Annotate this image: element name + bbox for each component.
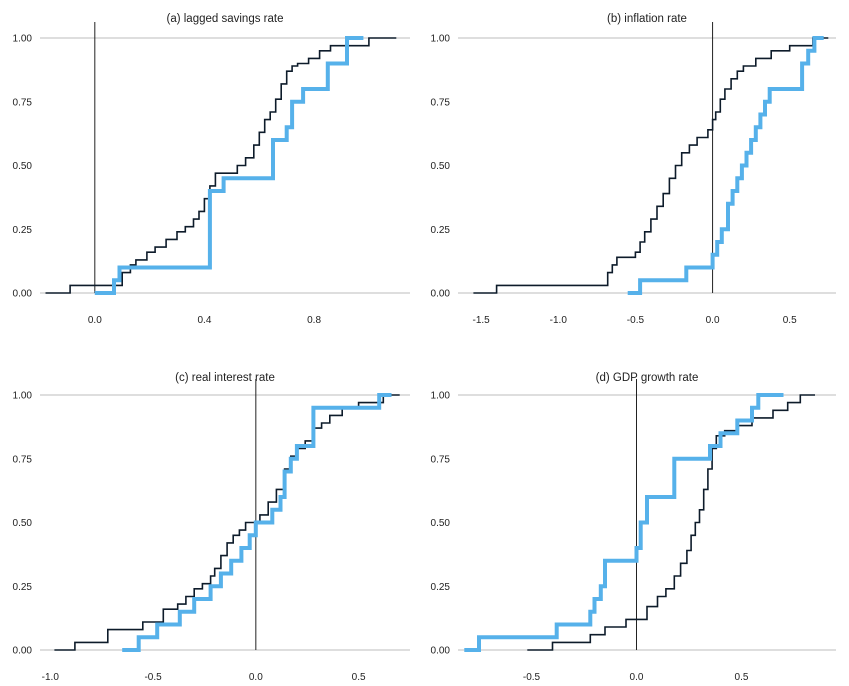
x-tick-label: 0.0 (249, 672, 263, 683)
y-tick-label: 1.00 (431, 34, 451, 45)
x-tick-label: 0.0 (706, 315, 720, 326)
y-tick-label: 0.75 (431, 97, 451, 108)
chart-panel-2: (b) inflation rate 0.00 0.25 0.50 0.75 1.00 -1… (431, 13, 836, 326)
y-tick-label: 0.50 (13, 161, 33, 172)
x-tick-label: -1.0 (42, 672, 60, 683)
y-tick-label: 0.25 (13, 225, 33, 236)
dark-step-line (45, 37, 397, 294)
y-tick-label: 1.00 (13, 391, 33, 402)
y-tick-label: 0.75 (431, 454, 451, 465)
y-tick-label: 0.00 (13, 289, 33, 300)
x-tick-label: -1.0 (550, 315, 568, 326)
y-tick-label: 0.00 (13, 646, 33, 657)
dark-step-line (473, 37, 829, 294)
x-tick-label: -0.5 (523, 672, 541, 683)
y-tick-label: 0.50 (13, 518, 33, 529)
y-tick-label: 0.25 (431, 582, 451, 593)
x-tick-label: 0.0 (88, 315, 102, 326)
dark-step-line (54, 394, 400, 651)
y-tick-label: 0.75 (13, 454, 33, 465)
y-tick-label: 0.50 (431, 161, 451, 172)
x-tick-label: 0.0 (630, 672, 644, 683)
chart-panel-3: (c) real interest rate 0.00 0.25 0.50 0.75 1.… (13, 372, 410, 683)
light-blue-step-line (627, 36, 824, 295)
y-tick-label: 1.00 (431, 391, 451, 402)
light-blue-step-line (94, 36, 364, 295)
y-tick-label: 0.00 (431, 289, 451, 300)
chart-title: (a) lagged savings rate (167, 13, 284, 25)
x-tick-label: 0.5 (783, 315, 797, 326)
chart-panel-1: (a) lagged savings rate 0.00 0.25 0.50 0.75 1… (13, 13, 410, 326)
chart-title: (c) real interest rate (175, 372, 275, 384)
light-blue-step-line (464, 393, 784, 652)
chart-title: (d) GDP growth rate (596, 372, 699, 384)
x-tick-label: 0.5 (352, 672, 366, 683)
light-blue-step-line (122, 393, 392, 652)
y-tick-label: 0.00 (431, 646, 451, 657)
x-tick-label: 0.8 (307, 315, 321, 326)
x-tick-label: -1.5 (473, 315, 491, 326)
x-tick-label: -0.5 (627, 315, 645, 326)
y-tick-label: 0.25 (13, 582, 33, 593)
chart-panel-4: (d) GDP growth rate 0.00 0.25 0.50 0.75 1.00 -… (431, 372, 836, 683)
x-tick-label: 0.5 (735, 672, 749, 683)
y-tick-label: 1.00 (13, 34, 33, 45)
x-tick-label: 0.4 (197, 315, 211, 326)
y-tick-label: 0.25 (431, 225, 451, 236)
y-tick-label: 0.50 (431, 518, 451, 529)
chart-title: (b) inflation rate (607, 13, 687, 25)
dark-step-line (527, 394, 815, 651)
y-tick-label: 0.75 (13, 97, 33, 108)
x-tick-label: -0.5 (144, 672, 162, 683)
